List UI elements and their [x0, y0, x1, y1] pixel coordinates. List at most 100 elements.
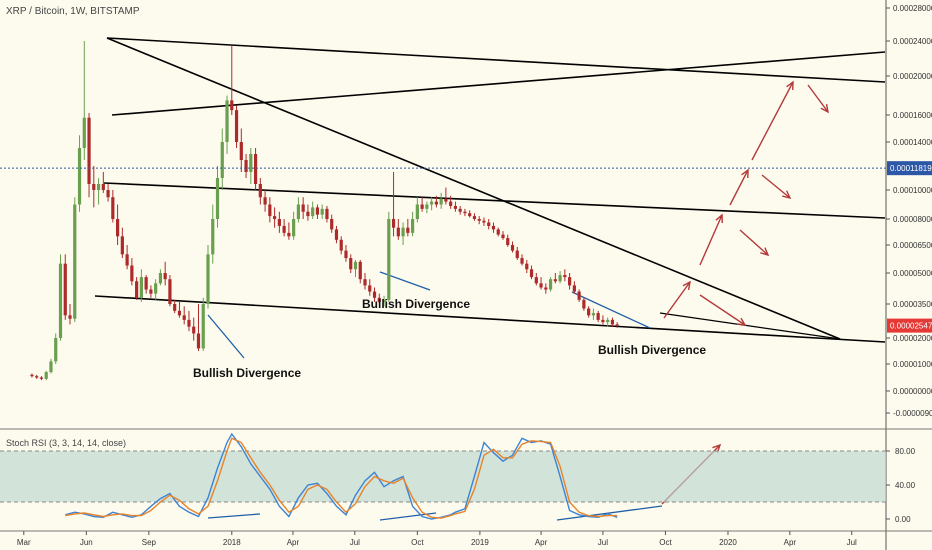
candle-body	[173, 304, 177, 311]
current-price-label: 0.00011819	[890, 164, 932, 173]
price-tick-label: 0.00005000	[893, 269, 932, 278]
candle-body	[368, 285, 372, 292]
candle-body	[320, 208, 324, 215]
candle-body	[591, 313, 595, 316]
candle-body	[196, 333, 201, 349]
last-price-badge	[887, 318, 932, 333]
candle-body	[201, 304, 205, 349]
candle-body	[501, 234, 505, 239]
candle-body	[506, 238, 510, 245]
candle-body	[258, 184, 262, 198]
candle-body	[482, 220, 486, 223]
time-tick-label: Apr	[784, 538, 797, 547]
candle-body	[410, 219, 415, 233]
candle-body	[39, 377, 44, 379]
candle-body	[539, 283, 543, 288]
candle-body	[477, 219, 481, 221]
current-price-badge	[887, 161, 932, 176]
candle-body	[458, 208, 462, 212]
candle-body	[211, 219, 215, 255]
projection-arrow-head	[820, 104, 829, 114]
projection-arrow-head	[712, 443, 722, 453]
projection-arrow-shaft	[699, 294, 746, 326]
candle-body	[168, 279, 172, 304]
candle-body	[487, 222, 491, 226]
candle-body	[135, 281, 139, 298]
time-tick-label: Sep	[142, 538, 157, 547]
candle-body	[577, 291, 581, 300]
candle-body	[225, 100, 229, 142]
candle-body	[158, 273, 163, 284]
candle-body	[253, 154, 258, 184]
projection-arrow-head	[682, 280, 691, 290]
projection-arrow-head	[782, 190, 792, 200]
candles-layer	[30, 41, 619, 381]
candle-body	[453, 205, 458, 209]
candle-body	[96, 184, 101, 190]
candle-body	[372, 291, 377, 298]
candle-body	[30, 374, 34, 377]
trendline-lower-support	[94, 295, 886, 343]
candle-body	[206, 254, 210, 304]
candle-body	[463, 211, 467, 214]
candle-body	[615, 324, 619, 326]
candle-body	[273, 216, 277, 219]
candle-body	[35, 376, 39, 378]
candle-body	[115, 219, 120, 237]
stoch-rsi-pane	[0, 432, 886, 520]
candle-body	[525, 263, 529, 270]
candle-body	[582, 299, 586, 309]
time-tick-label: Oct	[659, 538, 672, 547]
candle-body	[82, 117, 86, 148]
candle-body	[391, 219, 396, 228]
candle-body	[491, 225, 496, 230]
projection-arrow-shaft	[729, 169, 749, 206]
candle-body	[596, 313, 600, 320]
candle-body	[177, 310, 182, 316]
candle-body	[529, 269, 534, 278]
trendline-support-extension	[659, 312, 841, 340]
time-tick-label: Jul	[598, 538, 608, 547]
candle-body	[268, 204, 272, 217]
candle-body	[230, 100, 234, 111]
candle-body	[54, 338, 58, 362]
candle-body	[306, 211, 310, 217]
time-axis: Mar Jun Sep 2018 Apr Jul Oct 2019 Apr Jul Oct 2020 A…	[17, 531, 857, 547]
candle-body	[139, 277, 143, 298]
candle-body	[234, 110, 239, 142]
candle-body	[220, 142, 224, 178]
projection-arrow-shaft	[761, 174, 791, 199]
candle-body	[406, 227, 410, 233]
price-tick-label: 0.00028000	[893, 4, 932, 13]
stoch-k-line	[65, 432, 618, 520]
candle-body	[187, 319, 191, 327]
candle-body	[154, 283, 158, 294]
time-tick-label: 2019	[471, 538, 489, 547]
candle-body	[377, 297, 381, 302]
candle-body	[396, 227, 400, 237]
candle-body	[292, 219, 296, 237]
candle-body	[244, 160, 248, 172]
time-tick-label: Oct	[411, 538, 424, 547]
price-tick-label: 0.00003500	[893, 300, 932, 309]
candle-body	[387, 219, 391, 300]
candle-body	[334, 229, 339, 240]
stoch-divergence-line	[556, 505, 663, 521]
candle-body	[344, 250, 348, 259]
candle-body	[101, 184, 105, 190]
projection-arrow-head	[760, 247, 770, 257]
annotation-bullish-divergence: Bullish Divergence	[598, 343, 706, 357]
candle-body	[553, 279, 557, 282]
projection-arrow-head	[736, 317, 747, 326]
candle-body	[68, 315, 72, 319]
drawing-layer	[94, 37, 886, 521]
candle-body	[401, 227, 405, 237]
candle-body	[568, 277, 572, 286]
candle-body	[558, 275, 562, 282]
candle-body	[534, 277, 538, 284]
candle-body	[468, 213, 472, 217]
price-tick-label: 0.00020000	[893, 72, 932, 81]
trendline-upper-resistance	[106, 37, 886, 83]
candle-body	[420, 204, 424, 209]
candle-body	[472, 216, 477, 219]
